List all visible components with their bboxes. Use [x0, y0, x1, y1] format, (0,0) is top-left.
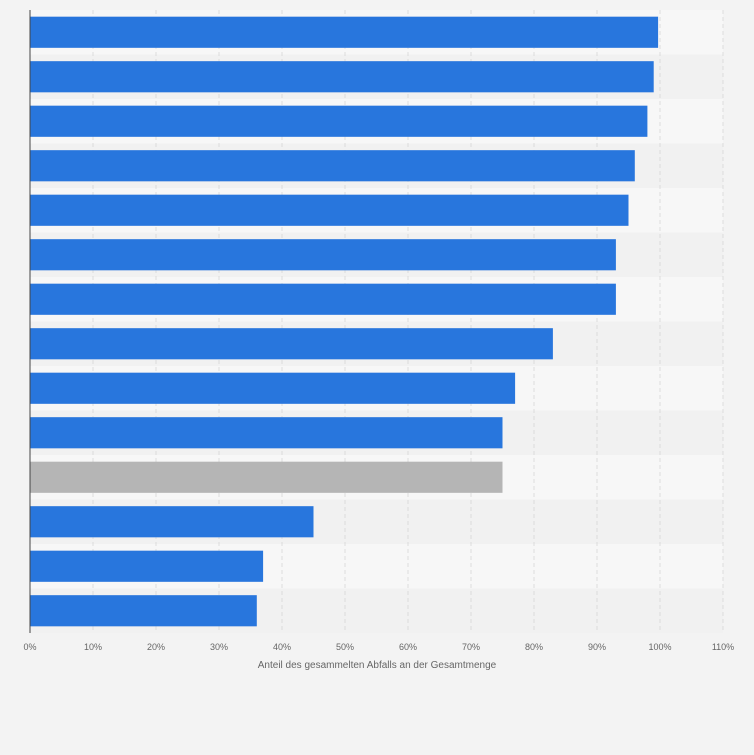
- bar: [30, 595, 257, 627]
- x-tick-label: 40%: [273, 642, 291, 652]
- bar: [30, 550, 264, 582]
- bar: [30, 105, 648, 137]
- x-tick-label: 20%: [147, 642, 165, 652]
- bar: [30, 150, 635, 182]
- bar: [30, 194, 629, 226]
- x-tick-label: 50%: [336, 642, 354, 652]
- bar: [30, 417, 503, 449]
- x-tick-label: 60%: [399, 642, 417, 652]
- x-tick-labels: 0% 10% 20% 30% 40% 50% 60% 70% 80% 90% 100% 110%: [23, 642, 734, 652]
- bar: [30, 506, 314, 538]
- bar: [30, 16, 659, 48]
- x-tick-label: 90%: [588, 642, 606, 652]
- bar: [30, 372, 516, 404]
- x-tick-label: 70%: [462, 642, 480, 652]
- bar: [30, 461, 503, 493]
- x-tick-label: 80%: [525, 642, 543, 652]
- x-tick-label: 110%: [712, 642, 734, 652]
- x-tick-label: 10%: [84, 642, 102, 652]
- x-tick-label: 0%: [23, 642, 36, 652]
- bar: [30, 328, 553, 360]
- bar: [30, 239, 616, 271]
- x-tick-label: 30%: [210, 642, 228, 652]
- bar: [30, 61, 654, 93]
- plot-bands: [30, 10, 723, 633]
- bar: [30, 283, 616, 315]
- x-tick-label: 100%: [648, 642, 671, 652]
- bars: [30, 16, 659, 627]
- x-axis-label: Anteil des gesammelten Abfalls an der Ge…: [258, 660, 497, 671]
